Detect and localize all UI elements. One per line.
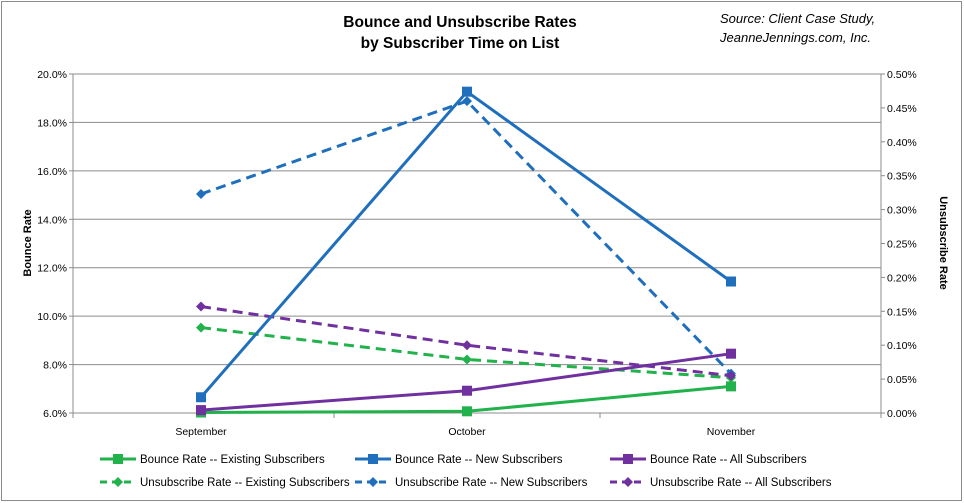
left-axis-title: Bounce Rate xyxy=(22,209,34,276)
legend-label: Bounce Rate -- All Subscribers xyxy=(650,454,807,466)
right-tick-label: 0.20% xyxy=(887,272,917,284)
series-line xyxy=(200,326,732,380)
left-tick-label: 10.0% xyxy=(37,311,67,323)
right-tick-label: 0.40% xyxy=(887,137,917,149)
legend: Bounce Rate -- Existing Subscribers Bounc… xyxy=(100,454,832,489)
legend-item: Unsubscribe Rate -- Existing Subscribers xyxy=(100,477,350,489)
right-tick-label: 0.10% xyxy=(887,340,917,352)
data-point xyxy=(726,381,736,392)
legend-item: Bounce Rate -- New Subscribers xyxy=(355,454,563,466)
left-tick-label: 12.0% xyxy=(37,263,67,275)
right-tick-label: 0.15% xyxy=(887,306,917,318)
data-point xyxy=(462,96,472,107)
series-line xyxy=(200,305,732,378)
legend-swatch-marker xyxy=(113,454,123,464)
series-4 xyxy=(196,96,736,379)
series-5 xyxy=(196,301,736,381)
right-tick-label: 0.35% xyxy=(887,171,917,183)
legend-item: Bounce Rate -- All Subscribers xyxy=(610,454,807,466)
x-tick-label: November xyxy=(707,426,756,438)
data-point xyxy=(196,189,206,200)
chart-title: Bounce and Unsubscribe Rates by Subscrib… xyxy=(330,12,590,54)
legend-item: Bounce Rate -- Existing Subscribers xyxy=(100,454,325,466)
left-tick-label: 6.0% xyxy=(43,408,67,420)
data-point xyxy=(196,301,206,312)
left-tick-label: 8.0% xyxy=(43,360,67,372)
right-tick-label: 0.45% xyxy=(887,103,917,115)
left-tick-label: 18.0% xyxy=(37,117,67,129)
data-point xyxy=(196,392,206,403)
left-tick-label: 16.0% xyxy=(37,166,67,178)
source-note-line-2: JeanneJennings.com, Inc. xyxy=(720,30,872,45)
data-point xyxy=(462,340,472,351)
series-1 xyxy=(196,86,736,403)
data-point xyxy=(462,354,472,365)
legend-label: Bounce Rate -- New Subscribers xyxy=(395,454,563,466)
left-tick-label: 14.0% xyxy=(37,214,67,226)
legend-item: Unsubscribe Rate -- New Subscribers xyxy=(355,477,588,489)
x-tick-label: October xyxy=(448,426,486,438)
data-point xyxy=(462,86,472,97)
legend-swatch-marker xyxy=(368,477,378,487)
right-tick-label: 0.00% xyxy=(887,408,917,420)
axes: 6.0% 8.0% 10.0% 12.0% 14.0% 16.0% 18.0% 20.0% 0.… xyxy=(37,69,917,438)
right-tick-label: 0.30% xyxy=(887,205,917,217)
source-note: Source: Client Case Study, JeanneJenning… xyxy=(720,9,950,47)
x-tick-label: September xyxy=(175,426,227,438)
legend-swatch-marker xyxy=(368,454,378,464)
series-3 xyxy=(196,322,736,383)
data-point xyxy=(462,385,472,396)
data-point xyxy=(196,322,206,333)
series-2 xyxy=(196,348,736,416)
legend-swatch-marker xyxy=(623,477,633,487)
right-tick-label: 0.25% xyxy=(887,239,917,251)
data-point xyxy=(726,348,736,359)
legend-swatch-marker xyxy=(113,477,123,487)
legend-item: Unsubscribe Rate -- All Subscribers xyxy=(610,477,832,489)
series-lines xyxy=(196,86,736,418)
series-line xyxy=(200,99,733,375)
data-point xyxy=(196,405,206,416)
legend-label: Unsubscribe Rate -- New Subscribers xyxy=(395,477,588,489)
right-axis-title: Unsubscribe Rate xyxy=(937,196,949,290)
right-tick-label: 0.50% xyxy=(887,69,917,81)
right-tick-label: 0.05% xyxy=(887,374,917,386)
data-point xyxy=(726,276,736,287)
chart-title-line-2: by Subscriber Time on List xyxy=(360,35,560,52)
chart-title-line-1: Bounce and Unsubscribe Rates xyxy=(343,14,577,31)
legend-label: Unsubscribe Rate -- All Subscribers xyxy=(650,477,832,489)
legend-label: Unsubscribe Rate -- Existing Subscribers xyxy=(140,477,350,489)
gridlines xyxy=(73,73,881,366)
legend-label: Bounce Rate -- Existing Subscribers xyxy=(140,454,325,466)
legend-swatch-marker xyxy=(623,454,633,464)
data-point xyxy=(462,406,472,417)
source-note-line-1: Source: Client Case Study, xyxy=(720,11,876,26)
series-line xyxy=(199,90,732,399)
left-tick-label: 20.0% xyxy=(37,69,67,81)
data-point xyxy=(726,370,736,381)
